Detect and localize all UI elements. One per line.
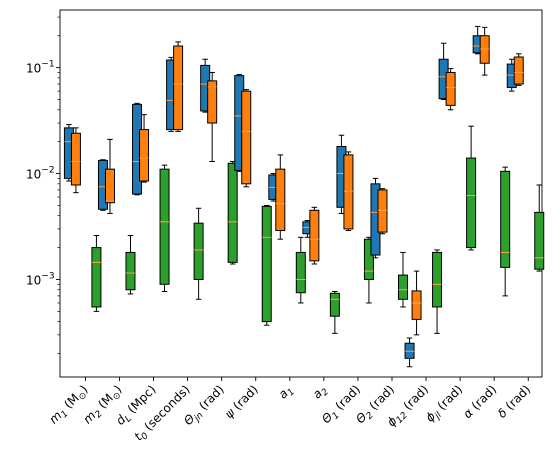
box-2-1 — [125, 235, 136, 295]
box-body — [261, 205, 272, 323]
x-axis: m1 (M⊙)m2 (M⊙)dL (Mpc)t0 (seconds)Θjn (r… — [46, 377, 533, 444]
box-body — [432, 251, 443, 308]
box-1-9 — [377, 188, 388, 235]
box-0-13 — [506, 58, 517, 92]
box-1-13 — [513, 53, 524, 86]
box-1-0 — [70, 127, 81, 194]
box-body — [309, 209, 320, 262]
box-2-2 — [159, 164, 170, 292]
box-body — [241, 90, 252, 185]
box-body — [411, 290, 422, 320]
box-2-7 — [329, 290, 340, 334]
y-tick-label: 10−2 — [26, 166, 55, 182]
box-1-7 — [309, 206, 320, 265]
box-body — [500, 170, 511, 268]
box-0-10 — [404, 337, 415, 368]
box-1-11 — [445, 68, 456, 111]
x-tick-label: δ (rad) — [495, 382, 533, 420]
plot-frame — [59, 9, 543, 378]
box-2-13 — [534, 184, 545, 272]
box-body — [377, 189, 388, 233]
x-tick-label: a1 — [276, 382, 297, 403]
box-body — [397, 274, 408, 300]
box-1-12 — [479, 26, 490, 76]
box-body — [466, 157, 477, 249]
box-body — [295, 251, 306, 294]
box-body — [227, 162, 238, 263]
box-body — [173, 45, 184, 131]
box-body — [329, 292, 340, 317]
y-axis: 10−3 10−2 10−1 — [26, 16, 60, 354]
box-2-4 — [227, 160, 238, 265]
box-body — [534, 211, 545, 270]
box-1-10 — [411, 270, 422, 336]
box-2-5 — [261, 204, 272, 326]
box-0-7 — [302, 220, 313, 238]
box-body — [343, 154, 354, 230]
x-tick-label: ψ (rad) — [222, 382, 261, 421]
box-1-1 — [104, 138, 115, 214]
box-1-2 — [139, 114, 150, 183]
box-1-3 — [173, 41, 184, 132]
box-2-10 — [432, 249, 443, 334]
box-2-0 — [91, 235, 102, 312]
box-2-9 — [397, 251, 408, 308]
box-1-4 — [207, 71, 218, 162]
box-body — [70, 132, 81, 186]
box-2-11 — [466, 125, 477, 251]
x-tick-label: a2 — [310, 382, 331, 403]
box-body — [139, 129, 150, 182]
box-1-6 — [275, 154, 286, 240]
box-2-12 — [500, 166, 511, 297]
box-body — [445, 71, 456, 106]
box-series-group — [63, 25, 545, 368]
box-body — [193, 222, 204, 280]
box-2-3 — [193, 207, 204, 300]
box-body — [275, 168, 286, 231]
box-body — [363, 238, 374, 280]
y-tick-label: 10−3 — [26, 271, 55, 287]
y-tick-label: 10−1 — [26, 60, 55, 76]
box-body — [513, 56, 524, 85]
box-2-6 — [295, 236, 306, 304]
box-body — [479, 35, 490, 64]
x-tick-label: α (rad) — [460, 382, 499, 421]
box-1-8 — [343, 151, 354, 231]
box-1-5 — [241, 89, 252, 188]
x-tick-label: ϕjl (rad) — [423, 382, 468, 427]
box-body — [91, 247, 102, 308]
box-body — [125, 251, 136, 291]
box-body — [207, 80, 218, 124]
box-body — [104, 168, 115, 204]
box-2-8 — [363, 236, 374, 304]
box-body — [159, 168, 170, 285]
